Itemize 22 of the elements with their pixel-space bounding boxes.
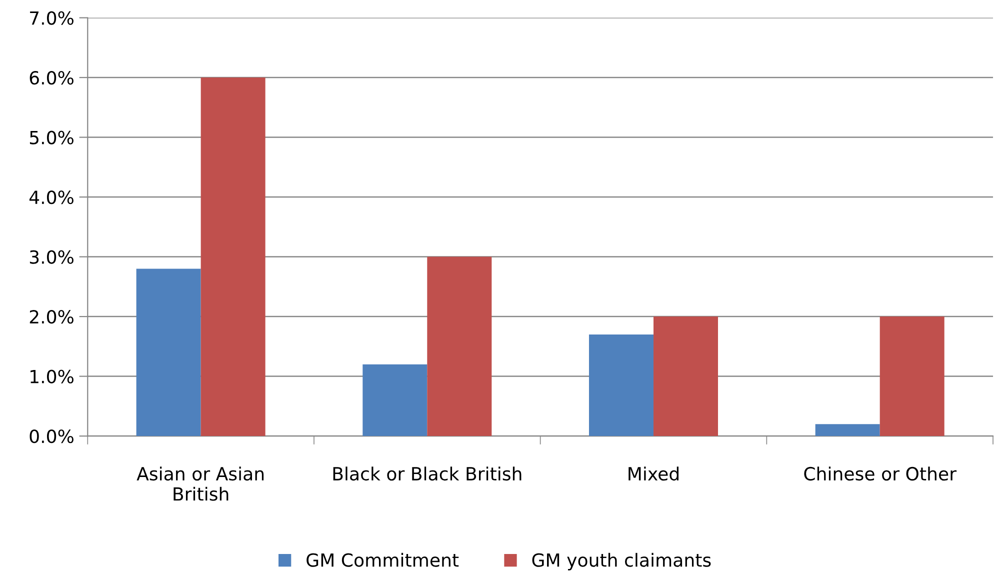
bar xyxy=(815,424,880,436)
y-tick-label: 5.0% xyxy=(30,130,74,144)
y-tick-label: 6.0% xyxy=(30,70,74,85)
y-tick-label: 2.0% xyxy=(30,310,74,324)
bar xyxy=(200,78,266,436)
y-tick-label: 0.0% xyxy=(30,430,74,444)
x-tick-label: Asian or Asian British xyxy=(136,466,264,501)
bar xyxy=(588,334,654,436)
y-tick-label: 4.0% xyxy=(29,190,74,204)
x-tick-label: Mixed xyxy=(628,466,678,481)
bar xyxy=(136,268,201,436)
legend-label: GM youth claimants xyxy=(532,552,711,570)
x-tick-label: Black or Black British xyxy=(333,466,522,481)
y-tick-label: 7.0% xyxy=(30,11,74,25)
y-tick-label: 3.0% xyxy=(30,250,74,264)
bar xyxy=(880,316,944,436)
bar xyxy=(427,256,492,436)
legend-label: GM Commitment xyxy=(306,552,459,567)
bar xyxy=(362,364,428,436)
y-tick-label: 1.0% xyxy=(30,370,74,384)
x-tick-label: Chinese or Other xyxy=(804,466,957,481)
bar xyxy=(654,316,718,436)
